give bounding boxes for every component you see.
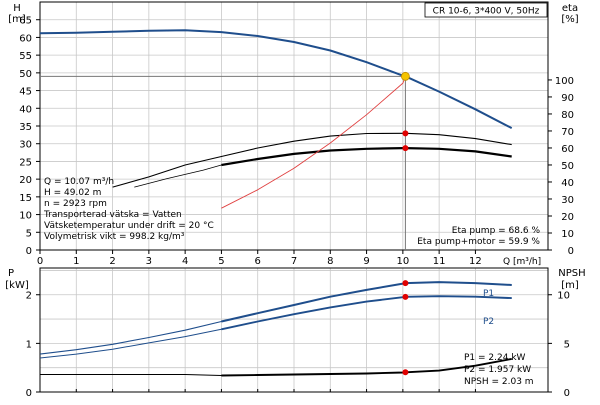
left-axis-unit: [kW] — [5, 280, 29, 291]
head-efficiency-panel: 0510152025303540455055606501020304050607… — [8, 1, 579, 267]
npsh-curve-operating-range — [221, 357, 512, 377]
x-tick-label: 4 — [182, 256, 188, 267]
x-tick-label: 7 — [291, 256, 297, 267]
eta-pump-motor-curve-extension — [134, 164, 222, 188]
y-tick-label: 45 — [19, 87, 32, 98]
eta-tick-label: 20 — [561, 212, 574, 223]
y-tick-label: 0 — [26, 388, 32, 399]
head-curve — [39, 29, 513, 129]
y-tick-label: 55 — [19, 51, 32, 62]
y-tick-label: 50 — [19, 69, 32, 80]
npsh-marker — [402, 369, 409, 376]
system-curve — [221, 76, 406, 209]
annotation-right: NPSH = 2.03 m — [464, 377, 534, 387]
power-p1-curve-operating-range — [221, 281, 512, 323]
y-tick-label: 30 — [19, 140, 32, 151]
right-axis-unit: [%] — [561, 14, 578, 25]
series-label-p1: P1 — [483, 289, 494, 299]
eta-tick-label: 10 — [561, 229, 574, 240]
power-p2-curve-operating-range — [221, 295, 512, 331]
p1-marker — [402, 280, 409, 287]
left-axis-title: H — [13, 3, 21, 14]
eta-pump-curve — [112, 132, 512, 188]
annotation-left: Q = 10.07 m³/h — [44, 177, 114, 187]
x-tick-label: 5 — [218, 256, 224, 267]
eta-tick-label: 100 — [555, 76, 574, 87]
x-tick-label: 2 — [109, 256, 115, 267]
y-tick-label: 60 — [19, 33, 32, 44]
y-tick-label: 25 — [19, 157, 32, 168]
eta-tick-label: 60 — [561, 144, 574, 155]
x-tick-label: 11 — [433, 256, 446, 267]
y-tick-label: 0 — [26, 246, 32, 257]
eta-tick-label: 50 — [561, 161, 574, 172]
y-tick-label: 35 — [19, 122, 32, 133]
right-axis-title: eta — [562, 3, 578, 14]
p2-marker — [402, 293, 409, 300]
eta-tick-label: 90 — [561, 93, 574, 104]
annotation-left: Vätsketemperatur under drift = 20 °C — [44, 221, 214, 231]
annotation-right: P1 = 2.24 kW — [464, 353, 526, 363]
y-tick-label: 1 — [26, 339, 32, 350]
y-tick-label: 2 — [26, 291, 32, 302]
annotation-right: Eta pump+motor = 59.9 % — [417, 237, 540, 247]
power-p2-curve — [39, 295, 512, 359]
power-npsh-panel: 0 1 2 0 5 10 P[kW] NPSH[m] P1 P2 P1 = 2.24 kW P2 = … — [5, 267, 586, 399]
x-tick-label: 8 — [327, 256, 333, 267]
y-tick-label: 10 — [19, 211, 32, 222]
eta-tick-label: 40 — [561, 178, 574, 189]
y-tick-label: 5 — [26, 228, 32, 239]
annotation-left: Transporterad vätska = Vatten — [43, 210, 182, 220]
x-tick-label: 1 — [73, 256, 79, 267]
eta-tick-label: 30 — [561, 195, 574, 206]
npsh-tick-label: 10 — [557, 291, 570, 302]
x-tick-label: 9 — [363, 256, 369, 267]
chart-title: CR 10-6, 3*400 V, 50Hz — [433, 7, 540, 17]
y-tick-label: 40 — [19, 104, 32, 115]
x-tick-label: 10 — [396, 256, 409, 267]
x-tick-label: 6 — [255, 256, 261, 267]
y-tick-label: 65 — [19, 16, 32, 27]
eta-pump-motor-curve — [221, 147, 512, 167]
y-tick-label: 15 — [19, 193, 32, 204]
left-axis-title: P — [8, 268, 14, 279]
right-axis-title: NPSH — [558, 268, 585, 279]
annotation-right: Eta pump = 68.6 % — [452, 226, 541, 236]
x-axis-label: Q [m³/h] — [503, 257, 541, 267]
annotation-left: n = 2923 rpm — [44, 199, 107, 209]
annotation-left: Volymetrisk vikt = 998.2 kg/m³ — [44, 232, 185, 242]
annotation-left: H = 49.02 m — [44, 188, 101, 198]
npsh-tick-label: 5 — [564, 339, 570, 350]
npsh-curve — [40, 358, 512, 376]
left-axis-unit: [m] — [8, 14, 26, 25]
x-tick-label: 12 — [469, 256, 482, 267]
x-tick-label: 0 — [37, 256, 43, 267]
y-tick-label: 20 — [19, 175, 32, 186]
eta-marker — [402, 145, 409, 152]
eta-marker — [402, 130, 409, 137]
series-label-p2: P2 — [483, 317, 494, 327]
annotation-right: P2 = 1.957 kW — [464, 365, 531, 375]
eta-tick-label: 70 — [561, 127, 574, 138]
title-box — [424, 2, 548, 18]
eta-tick-label: 80 — [561, 110, 574, 121]
right-axis-unit: [m] — [561, 280, 579, 291]
npsh-tick-label: 0 — [564, 388, 570, 399]
eta-tick-label: 0 — [568, 246, 574, 257]
x-tick-label: 3 — [146, 256, 152, 267]
duty-point-marker — [400, 71, 410, 81]
